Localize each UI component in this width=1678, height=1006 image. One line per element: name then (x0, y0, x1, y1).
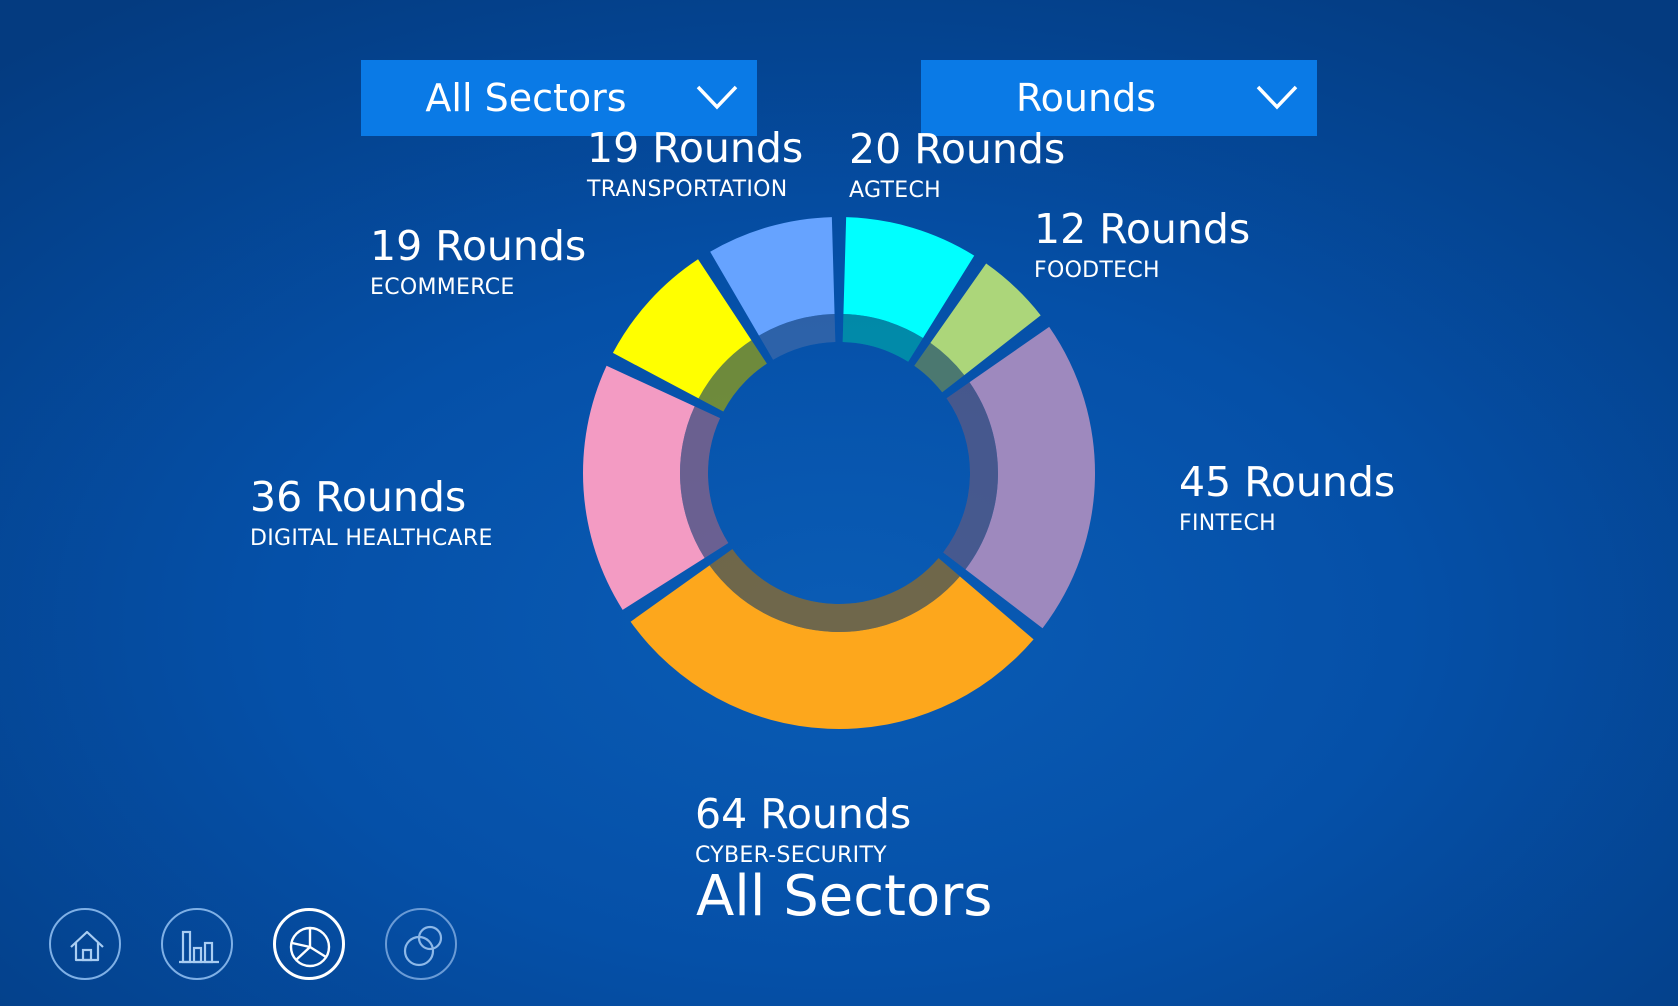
slice-transportation[interactable] (710, 217, 835, 336)
slice-fintech[interactable] (965, 326, 1096, 629)
slice-label-fintech: 45 Rounds FINTECH (1179, 458, 1395, 538)
slice-inner-band-digital-healthcare (679, 406, 729, 558)
slice-name-ecommerce: ECOMMERCE (370, 275, 515, 300)
slice-inner-shade-digital-healthcare (679, 406, 729, 558)
slice-value-agtech: 20 Rounds (849, 125, 1066, 173)
metric-dropdown-value: Rounds (1015, 76, 1157, 120)
slice-inner-shade-transportation (758, 314, 836, 360)
slice-value-cyber-security: 64 Rounds (695, 790, 912, 838)
nav-venn-button[interactable] (385, 908, 457, 980)
slice-inner-band-cyber-security (709, 549, 960, 633)
slice-inner-band-agtech (842, 314, 923, 362)
slice-inner-band-fintech (943, 382, 999, 570)
metric-dropdown[interactable]: Rounds (921, 60, 1317, 136)
slice-label-ecommerce: 19 Rounds ECOMMERCE (370, 222, 586, 302)
home-icon (70, 930, 104, 962)
slice-inner-shade-fintech (943, 382, 999, 570)
nav-home-button[interactable] (49, 908, 121, 980)
slice-inner-shade-ecommerce (698, 340, 767, 412)
slice-name-fintech: FINTECH (1179, 511, 1276, 536)
slice-inner-shade-cyber-security (709, 549, 960, 633)
bar-chart-icon (179, 930, 219, 964)
sector-dropdown[interactable]: All Sectors (361, 60, 757, 136)
slice-name-transportation: TRANSPORTATION (587, 177, 788, 202)
pie-chart-icon (289, 926, 331, 968)
slice-value-fintech: 45 Rounds (1179, 458, 1396, 506)
slice-inner-shade-agtech (842, 314, 923, 362)
slice-name-digital-healthcare: DIGITAL HEALTHCARE (250, 526, 493, 551)
slice-label-cyber-security: 64 Rounds CYBER-SECURITY (695, 790, 911, 870)
chevron-down-icon (696, 85, 738, 110)
slice-name-agtech: AGTECH (849, 178, 941, 203)
slice-label-foodtech: 12 Rounds FOODTECH (1034, 205, 1250, 285)
slice-name-cyber-security: CYBER-SECURITY (695, 843, 887, 868)
chart-title: All Sectors (696, 864, 993, 929)
slice-inner-band-ecommerce (698, 340, 767, 412)
slice-label-digital-healthcare: 36 Rounds DIGITAL HEALTHCARE (250, 473, 493, 553)
slice-inner-band-transportation (758, 314, 836, 360)
slice-digital-healthcare[interactable] (583, 365, 705, 610)
slice-value-ecommerce: 19 Rounds (370, 222, 587, 270)
nav-pie-chart-button[interactable] (273, 908, 345, 980)
slice-ecommerce[interactable] (612, 259, 752, 399)
nav-bar-chart-button[interactable] (161, 908, 233, 980)
slice-value-foodtech: 12 Rounds (1034, 205, 1251, 253)
sector-dropdown-value: All Sectors (425, 76, 627, 120)
slice-value-transportation: 19 Rounds (587, 124, 804, 172)
slice-label-transportation: 19 Rounds TRANSPORTATION (587, 124, 803, 204)
chevron-down-icon (1256, 85, 1298, 110)
slice-inner-band-foodtech (914, 342, 965, 393)
slice-foodtech[interactable] (930, 263, 1041, 376)
venn-icon (403, 925, 443, 967)
slice-value-digital-healthcare: 36 Rounds (250, 473, 467, 521)
slice-inner-shade-foodtech (914, 342, 965, 393)
slice-name-foodtech: FOODTECH (1034, 258, 1160, 283)
slice-agtech[interactable] (843, 217, 975, 338)
slice-label-agtech: 20 Rounds AGTECH (849, 125, 1065, 205)
slice-cyber-security[interactable] (630, 565, 1034, 730)
